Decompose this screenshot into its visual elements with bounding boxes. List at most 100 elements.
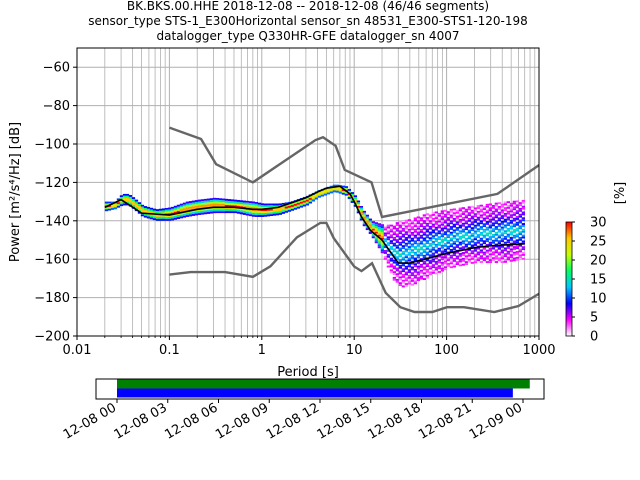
heatmap-cell [116, 203, 121, 206]
heatmap-cell [479, 214, 483, 217]
heatmap-cell [413, 251, 418, 254]
heatmap-cell [401, 247, 406, 250]
heatmap-cell [467, 237, 471, 240]
heatmap-cell [386, 255, 391, 258]
heatmap-cell [461, 248, 466, 251]
heatmap-cell [491, 222, 495, 225]
heatmap-cell [518, 227, 522, 230]
heatmap-cell [185, 205, 190, 208]
heatmap-cell [404, 250, 409, 253]
heatmap-cell [503, 260, 507, 263]
heatmap-cell [107, 208, 112, 211]
colorbar-tick-label: 10 [590, 292, 607, 307]
heatmap-cell [116, 198, 121, 201]
heatmap-cell [404, 237, 409, 239]
heatmap-cell [248, 204, 253, 207]
heatmap-cell [383, 246, 388, 249]
heatmap-cell [461, 240, 466, 243]
heatmap-cell [431, 266, 436, 269]
heatmap-cell [485, 251, 489, 254]
heatmap-cell [239, 208, 244, 211]
noise-models [168, 126, 539, 314]
heatmap-cell [497, 228, 501, 231]
heatmap-cell [518, 225, 522, 228]
heatmap-cell [209, 200, 214, 203]
heatmap-cell [473, 218, 477, 221]
heatmap-cell [248, 212, 253, 215]
heatmap-cell [215, 211, 220, 214]
heatmap-cell [347, 197, 352, 200]
heatmap-cell [179, 209, 184, 212]
heatmap-cell [485, 203, 489, 206]
heatmap-cell [275, 211, 280, 214]
heatmap-cell [425, 270, 430, 273]
heatmap-cell [395, 263, 400, 266]
heatmap-cell [509, 254, 513, 257]
heatmap-cell [167, 211, 172, 214]
heatmap-cell [506, 239, 510, 242]
heatmap-cell [347, 188, 352, 191]
heatmap-cell [404, 233, 409, 236]
heatmap-cell [233, 209, 238, 212]
heatmap-cell [224, 198, 229, 201]
heatmap-cell [413, 280, 418, 283]
heatmap-cell [404, 242, 409, 245]
heatmap-cell [482, 242, 486, 245]
heatmap-cell [164, 217, 169, 219]
heatmap-cell [263, 209, 268, 212]
heatmap-cell [509, 231, 513, 234]
heatmap-cell [488, 247, 492, 250]
heatmap-cell [431, 271, 436, 274]
heatmap-cell [227, 201, 232, 204]
heatmap-cell [419, 219, 424, 222]
heatmap-cell [374, 237, 379, 240]
timeline-tick-label: 12-09 00 [467, 400, 525, 442]
heatmap-cell [188, 208, 193, 211]
heatmap-cell [368, 222, 373, 225]
heatmap-cell [521, 217, 525, 220]
heatmap-cell [434, 272, 439, 275]
heatmap-cell [467, 219, 471, 222]
heatmap-cell [509, 248, 513, 251]
heatmap-cell [326, 190, 331, 193]
heatmap-cell [413, 223, 418, 226]
heatmap-cell [467, 243, 471, 246]
heatmap-cell [401, 268, 406, 271]
heatmap-cell [392, 244, 397, 247]
heatmap-cell [398, 236, 403, 239]
x-tick-label: 1 [258, 343, 266, 358]
heatmap-cell [452, 231, 457, 234]
coverage-bar [117, 379, 530, 389]
heatmap-cell [449, 249, 454, 251]
heatmap-cell [446, 253, 451, 256]
heatmap-cell [506, 206, 510, 209]
heatmap-cell [476, 236, 480, 238]
heatmap-cell [359, 207, 364, 210]
heatmap-cell [479, 237, 483, 240]
heatmap-cell [479, 243, 483, 246]
heatmap-cell [161, 218, 166, 221]
heatmap-cell [434, 234, 439, 237]
heatmap-cell [473, 209, 477, 212]
heatmap-cell [257, 206, 262, 209]
heatmap-cell [497, 202, 501, 205]
heatmap-cell [485, 215, 489, 218]
heatmap-cell [512, 219, 516, 222]
heatmap-cell [515, 239, 519, 242]
heatmap-cell [269, 205, 274, 208]
heatmap-cell [404, 273, 409, 276]
heatmap-cell [485, 217, 489, 220]
heatmap-cell [164, 211, 169, 214]
heatmap-cell [188, 201, 193, 203]
heatmap-cell [395, 235, 400, 238]
heatmap-cell [170, 214, 175, 217]
heatmap-cell [452, 235, 457, 238]
heatmap-cell [416, 248, 421, 251]
heatmap-cell [398, 247, 403, 250]
heatmap-cell [395, 280, 400, 283]
heatmap-cell [446, 264, 451, 267]
heatmap-cell [410, 266, 415, 269]
heatmap-cell [404, 267, 409, 270]
heatmap-cell [482, 234, 486, 237]
heatmap-cell [251, 205, 256, 208]
